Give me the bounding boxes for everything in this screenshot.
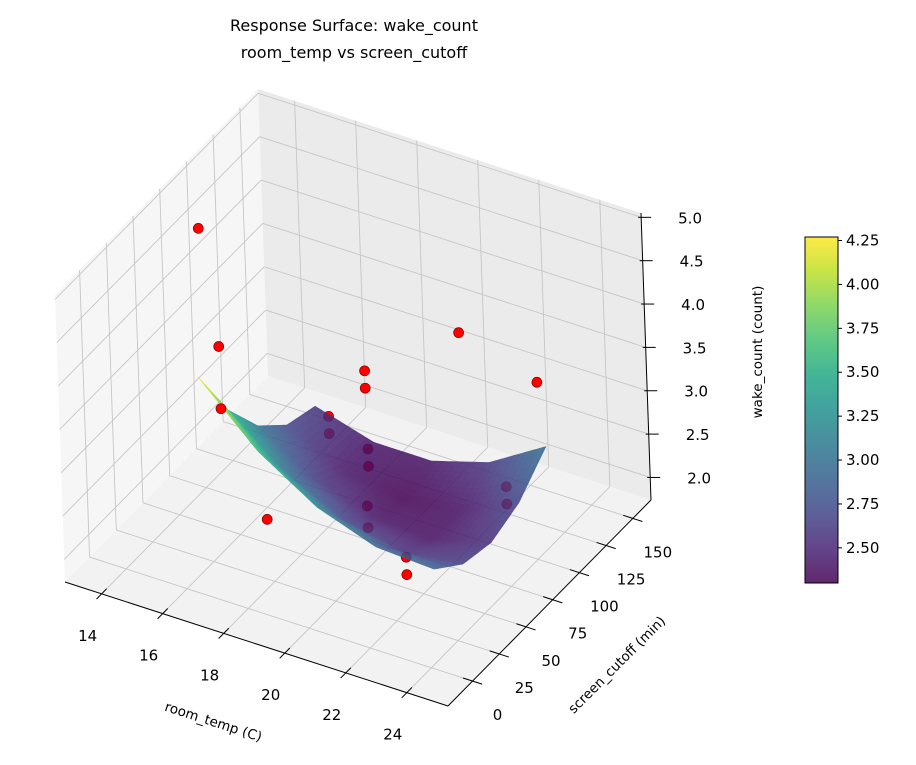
y-tick-mark (569, 569, 590, 577)
grid-line (267, 353, 651, 478)
chart-title: Response Surface: wake_count (230, 16, 478, 36)
grid-line (262, 222, 646, 348)
grid-line (406, 486, 611, 693)
y-tick-label: 100 (590, 598, 619, 616)
data-point (531, 376, 543, 388)
colorbar-tick-label: 2.50 (846, 539, 879, 557)
colorbar-tick-label: 3.25 (846, 407, 879, 425)
x-tick-mark (401, 687, 413, 699)
grid-line (261, 179, 645, 305)
x-tick-label: 18 (200, 666, 219, 684)
axes-panes (55, 89, 651, 706)
x-tick-label: 24 (383, 726, 402, 744)
y-tick-label: 150 (644, 543, 673, 561)
z-tick-label: 5.0 (678, 209, 702, 227)
grid-line (59, 223, 264, 430)
y-tick-label: 0 (493, 706, 503, 724)
response-surface (197, 376, 547, 570)
grid-line (101, 387, 305, 595)
colorbar-tick-label: 4.25 (846, 232, 879, 250)
y-tick-label: 75 (568, 625, 587, 643)
z-tick-label: 2.0 (687, 469, 711, 487)
data-point (359, 382, 371, 394)
y-tick-mark (516, 623, 536, 631)
grid-line (258, 92, 642, 218)
z-tick-label: 2.5 (686, 426, 710, 444)
grid-line (56, 136, 260, 344)
axis-lines (64, 212, 661, 707)
grid-line (265, 309, 649, 435)
grid-line (63, 353, 268, 560)
grid-line (116, 529, 500, 655)
data-point (213, 341, 225, 352)
y-tick-label: 125 (617, 571, 646, 589)
z-tick-label: 4.5 (680, 253, 704, 271)
x-axis-label: room_temp (C) (163, 699, 264, 746)
data-point (215, 403, 227, 415)
y-tick-mark (542, 596, 563, 604)
colorbar: 2.50 2.75 3.00 3.25 3.50 3.75 4.00 4.25 (804, 232, 879, 584)
grid-line (60, 266, 265, 474)
x-tick-mark (279, 647, 291, 659)
colorbar-frame (804, 236, 839, 584)
x-tick-mark (218, 627, 230, 639)
x-tick-mark (157, 608, 169, 620)
x-tick-mark (340, 667, 352, 679)
x-tick-mark (96, 588, 108, 600)
y-axis-line (447, 499, 652, 707)
colorbar-tick-label: 4.00 (846, 275, 879, 293)
colorbar-tick-label: 3.00 (846, 451, 879, 469)
z-axis-label: wake_count (count) (750, 286, 766, 419)
colorbar-tick-label: 3.75 (846, 319, 879, 337)
grid-line (259, 136, 643, 262)
data-point (401, 569, 413, 580)
y-tick-label: 25 (515, 679, 534, 697)
colorbar-gradient (805, 237, 838, 583)
y-tick-label: 50 (541, 652, 560, 670)
grid-line (57, 179, 262, 387)
colorbar-tick-label: 3.50 (846, 363, 879, 381)
back-pane (258, 89, 651, 500)
y-tick-mark (623, 514, 643, 523)
x-tick-label: 16 (139, 647, 158, 665)
scatter-points-front (192, 223, 543, 415)
z-tick-label: 4.0 (681, 296, 705, 314)
z-tick-label: 3.0 (684, 383, 708, 401)
data-point (261, 514, 273, 525)
x-tick-label: 20 (261, 686, 280, 704)
colorbar-tick-label: 2.75 (846, 495, 879, 513)
grid-line (89, 556, 473, 682)
surface-patch (427, 565, 439, 570)
y-tick-mark (489, 650, 510, 658)
grid-line (169, 475, 553, 601)
grid-line (54, 93, 259, 300)
data-point (453, 327, 464, 339)
y-tick-mark (596, 541, 616, 550)
grid-line (62, 309, 267, 517)
data-point (192, 223, 204, 234)
left-pane (55, 89, 268, 582)
data-point (359, 365, 370, 377)
x-tick-label: 14 (78, 627, 97, 645)
x-axis-line (64, 581, 449, 707)
chart-subtitle: room_temp vs screen_cutoff (241, 43, 468, 63)
grid-line (142, 502, 527, 628)
x-tick-label: 22 (322, 706, 341, 724)
y-tick-mark (462, 677, 483, 685)
z-tick-label: 3.5 (683, 339, 707, 357)
